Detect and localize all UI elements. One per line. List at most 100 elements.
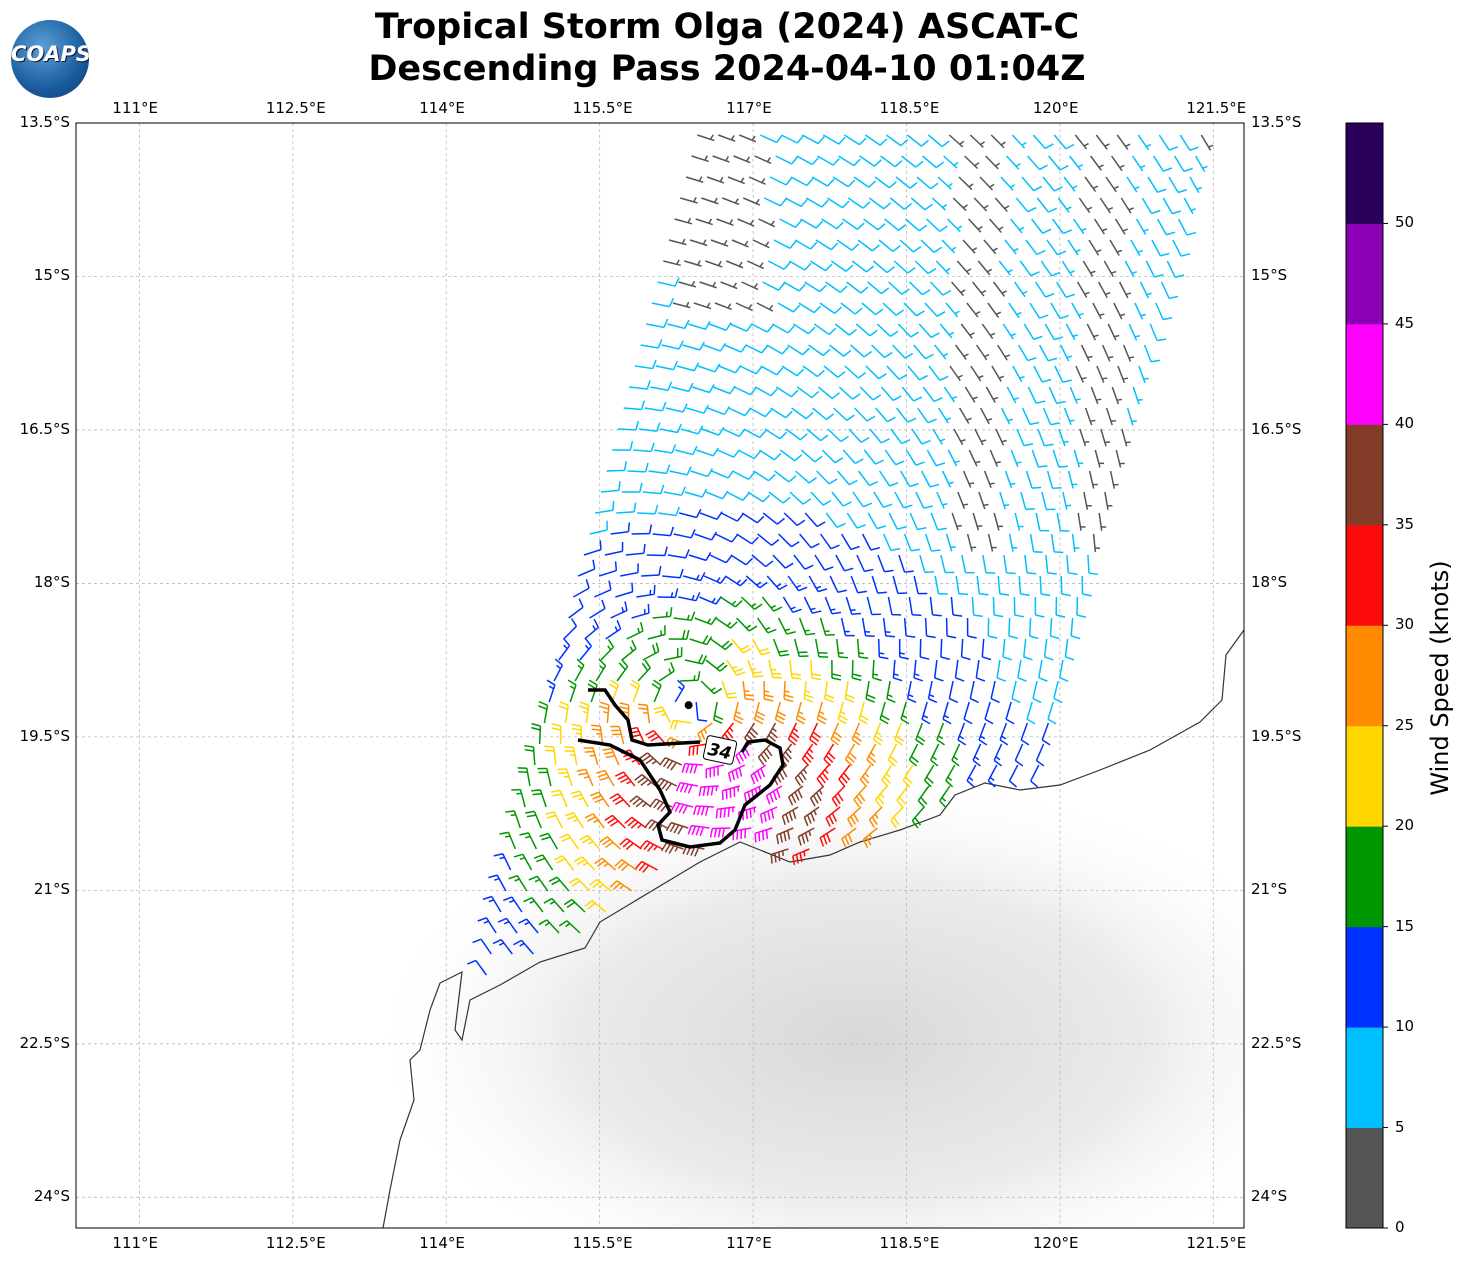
- wind-barb: [1200, 134, 1214, 151]
- wind-barb: [546, 679, 556, 703]
- wind-barb: [760, 365, 784, 376]
- wind-barb: [945, 617, 957, 639]
- wind-barb: [1053, 134, 1075, 150]
- wind-barb: [1160, 281, 1179, 300]
- wind-barb: [610, 725, 625, 745]
- wind-barb: [872, 722, 884, 746]
- wind-barb: [730, 323, 753, 332]
- wind-barb: [848, 428, 870, 443]
- wind-barb: [960, 638, 971, 661]
- map-frame: [75, 122, 1245, 1229]
- wind-barb: [590, 791, 610, 808]
- wind-barb: [713, 385, 736, 395]
- wind-barb: [1004, 239, 1019, 255]
- wind-barb: [589, 520, 608, 535]
- title-line-2: Descending Pass 2024-04-10 01:04Z: [368, 49, 1086, 89]
- wind-barb: [757, 533, 780, 546]
- wind-barb: [866, 596, 881, 616]
- wind-barb: [903, 533, 921, 552]
- wind-barb: [996, 344, 1011, 361]
- wind-barb: [557, 768, 573, 787]
- wind-barb: [1050, 533, 1064, 554]
- wind-barb: [642, 484, 665, 495]
- wind-barb: [625, 544, 646, 556]
- wind-barb: [887, 596, 902, 616]
- wind-barb: [626, 621, 644, 640]
- wind-barb: [589, 599, 606, 619]
- wind-barb: [742, 680, 755, 701]
- wind-barb: [616, 659, 629, 682]
- wind-barb: [924, 617, 936, 639]
- wind-barb: [933, 659, 944, 682]
- wind-barb: [739, 134, 757, 143]
- wind-barb: [805, 197, 829, 208]
- wind-barb: [513, 939, 534, 955]
- wind-barb: [511, 788, 526, 808]
- wind-barb: [620, 563, 639, 577]
- wind-barb: [966, 764, 977, 788]
- wind-barb: [531, 722, 542, 745]
- wind-barb: [889, 197, 912, 210]
- wind-barb: [929, 596, 942, 617]
- wind-barb: [1092, 302, 1105, 320]
- lon-tick-top: 114°E: [419, 99, 465, 117]
- wind-barb: [689, 239, 708, 247]
- wind-barb: [764, 428, 788, 440]
- wind-barb: [667, 549, 690, 559]
- wind-barb: [898, 554, 914, 573]
- wind-barb: [863, 218, 886, 231]
- wind-barb: [814, 638, 829, 658]
- wind-barb: [1098, 512, 1107, 531]
- wind-barb: [683, 572, 706, 582]
- wind-barb: [754, 155, 772, 165]
- wind-barb: [650, 381, 673, 391]
- wind-barb: [1052, 449, 1069, 468]
- wind-barb: [940, 638, 951, 661]
- wind-barb: [939, 785, 951, 809]
- wind-barb: [518, 918, 539, 934]
- wind-barb: [787, 575, 808, 592]
- wind-barb: [795, 470, 817, 484]
- wind-barb: [930, 743, 940, 767]
- wind-barb: [776, 827, 794, 845]
- wind-barb: [903, 617, 916, 638]
- wind-barb: [756, 302, 774, 312]
- wind-barb: [686, 404, 710, 414]
- wind-barb: [909, 281, 931, 296]
- wind-barb: [732, 470, 756, 481]
- wind-barb: [1096, 365, 1108, 383]
- wind-barb: [785, 428, 808, 441]
- wind-barb: [781, 806, 799, 825]
- wind-barb: [833, 407, 855, 421]
- colorbar-tick-label: 30: [1395, 615, 1415, 634]
- wind-barb: [792, 323, 816, 335]
- colorbar-swatch: [1346, 123, 1383, 224]
- wind-barb: [1034, 596, 1045, 618]
- wind-barb: [915, 491, 933, 509]
- wind-barb: [857, 470, 879, 487]
- wind-barb: [663, 486, 686, 497]
- wind-barb: [943, 155, 959, 169]
- wind-barb: [574, 658, 585, 682]
- wind-barb: [851, 260, 875, 273]
- wind-barb: [866, 743, 877, 767]
- wind-barb: [952, 197, 968, 212]
- wind-barb: [922, 386, 943, 403]
- wind-barb: [794, 239, 818, 250]
- wind-barb: [937, 407, 952, 424]
- wind-barb: [550, 789, 568, 808]
- wind-barb: [671, 382, 694, 393]
- wind-barb: [954, 659, 965, 682]
- wind-barb: [660, 842, 684, 854]
- wind-barb: [700, 680, 723, 695]
- wind-barb: [868, 806, 883, 828]
- wind-barb: [682, 341, 705, 351]
- wind-barb: [1172, 239, 1191, 257]
- wind-barb: [595, 501, 615, 514]
- wind-barb: [890, 428, 911, 445]
- wind-barb: [809, 260, 833, 272]
- wind-barb: [816, 764, 830, 787]
- wind-barb: [637, 659, 651, 682]
- wind-barb: [903, 302, 925, 317]
- wind-barb: [768, 491, 791, 504]
